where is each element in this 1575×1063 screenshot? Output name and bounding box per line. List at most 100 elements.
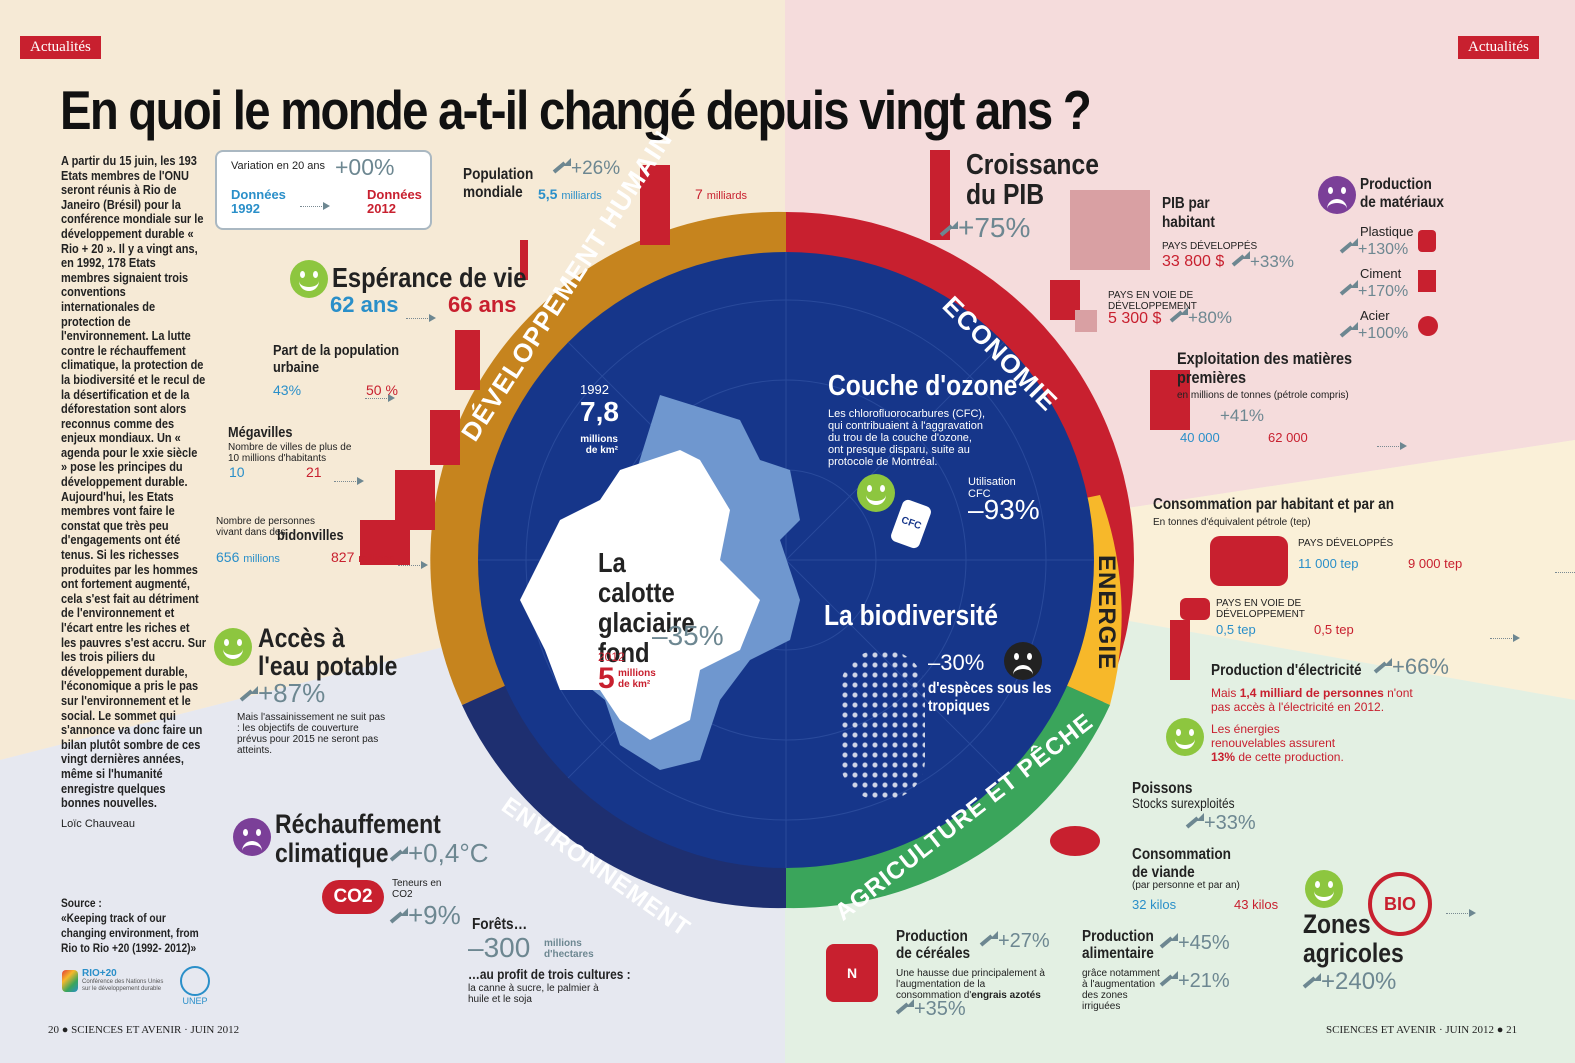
ozone-use: Utilisation CFC: [968, 476, 1016, 500]
forests-sub: …au profit de trois cultures :: [468, 966, 631, 982]
up-arrow-icon: [1374, 658, 1392, 676]
gdppc-dev-value: 33 800 $: [1162, 253, 1225, 270]
forests-sub2: la canne à sucre, le palmier à huile et …: [468, 983, 599, 1005]
energy-devg: PAYS EN VOIE DE DÉVELOPPEMENT: [1216, 598, 1305, 620]
food-change2: +21%: [1160, 970, 1230, 993]
population-change: +26%: [553, 158, 620, 180]
gdp-change: +75%: [940, 212, 1030, 244]
population-1992: 5,5 milliards: [538, 186, 602, 202]
ice-2012-year: 2012: [598, 650, 625, 664]
rio-logo-icon: [62, 969, 78, 992]
up-arrow-icon: [1186, 813, 1204, 831]
fish-sub: Stocks surexploités: [1132, 795, 1235, 811]
legend-arrow: [300, 202, 330, 211]
water-note: Mais l'assainissement ne suit pas : les …: [237, 712, 386, 756]
cereal-note: Une hausse due principalement à l'augmen…: [896, 968, 1045, 1001]
meat-2012: 43 kilos: [1234, 897, 1279, 912]
up-arrow-icon: [1170, 307, 1188, 325]
legend-2012: Données 2012: [367, 187, 422, 216]
gdppc-label: PIB par habitant: [1162, 195, 1215, 231]
energy-devg-2012: 0,5 tep: [1314, 622, 1354, 637]
urban-arrow: [365, 394, 396, 403]
warming-label: Réchauffement climatique: [275, 809, 441, 868]
slums-2012: 827 millions: [331, 549, 395, 565]
smile-icon: [1166, 718, 1204, 756]
cereal-label: Production de céréales: [896, 928, 971, 962]
up-arrow-icon: [1340, 280, 1358, 298]
cement-label: Ciment: [1360, 266, 1402, 281]
energy-sub: En tonnes d'équivalent pétrole (tep): [1153, 517, 1311, 528]
smile-icon: [1305, 870, 1343, 908]
up-arrow-icon: [896, 999, 914, 1017]
sad-face-icon: [1318, 176, 1356, 214]
water-change: +87%: [240, 678, 325, 709]
elec-note: Mais 1,4 milliard de personnes n'ont pas…: [1211, 686, 1413, 714]
gdppc-devg: PAYS EN VOIE DE DÉVELOPPEMENT: [1108, 290, 1197, 312]
population-label: Population mondiale: [463, 166, 534, 201]
legend-value: +00%: [335, 154, 395, 180]
sad-face-icon: [233, 818, 271, 856]
meat-1992: 32 kilos: [1132, 897, 1177, 912]
sector-ene: ENERGIE: [1093, 555, 1120, 671]
gdppc-dev: PAYS DÉVELOPPÉS: [1162, 241, 1258, 252]
co2-cloud-icon: CO2: [322, 880, 384, 914]
smile-icon: [290, 260, 328, 298]
smile-icon: [214, 628, 252, 666]
gdppc-dev-change: +33%: [1232, 251, 1294, 272]
up-arrow-icon: [240, 686, 258, 704]
elec-change: +66%: [1374, 654, 1449, 680]
population-2012: 7 milliards: [695, 186, 748, 202]
cement-change: +170%: [1340, 280, 1408, 301]
up-arrow-icon: [1160, 971, 1178, 989]
energy-devg-1992: 0,5 tep: [1216, 622, 1256, 637]
megacities-arrow: [333, 477, 364, 486]
section-badge-left: Actualités: [20, 36, 101, 59]
footer-left: 20 ● SCIENCES ET AVENIR · JUIN 2012: [48, 1024, 240, 1036]
legend-variation: Variation en 20 ans: [231, 160, 325, 172]
author: Loïc Chauveau: [61, 817, 135, 830]
life-label: Espérance de vie: [332, 262, 527, 293]
energy-devg-arrow: [1489, 634, 1520, 643]
rio-logo-text: RIO+20: [82, 968, 117, 979]
source-block: Source : «Keeping track of our changing …: [61, 896, 199, 956]
legend-1992: Données 1992: [231, 187, 286, 216]
food-note: grâce notamment à l'augmentation des zon…: [1082, 968, 1160, 1012]
raw-sub: en millions de tonnes (pétrole compris): [1177, 390, 1349, 401]
up-arrow-icon: [390, 908, 408, 926]
steel-change: +100%: [1340, 322, 1408, 343]
plug-icon: [1210, 536, 1288, 586]
animals-icon: [840, 650, 925, 800]
plastic-label: Plastique: [1360, 224, 1414, 239]
elec-renewables: Les énergies renouvelables assurent 13% …: [1211, 722, 1344, 764]
materials-label: Production de matériaux: [1360, 176, 1444, 211]
ozone-title: Couche d'ozone: [828, 370, 1018, 402]
unep-logo: UNEP: [180, 966, 210, 1006]
up-arrow-icon: [1303, 973, 1321, 991]
cereal-change: +27%: [980, 930, 1050, 953]
unep-logo-text: UNEP: [182, 996, 208, 1006]
elec-label: Production d'électricité: [1211, 662, 1362, 679]
forests-change: –300: [468, 932, 531, 963]
ice-1992-year: 1992: [580, 382, 609, 397]
energy-dev-2012: 9 000 tep: [1408, 556, 1463, 571]
biodiv-sub: d'espèces sous les tropiques: [928, 680, 1052, 715]
co2-change: +9%: [390, 900, 461, 931]
section-badge-right: Actualités: [1458, 36, 1539, 59]
water-label: Accès à l'eau potable: [258, 623, 398, 681]
meat-steak-icon: [1050, 826, 1100, 856]
up-arrow-icon: [1340, 322, 1358, 340]
gdppc-devg-change: +80%: [1170, 307, 1232, 328]
fish-change: +33%: [1186, 812, 1256, 835]
cement-bag-icon: [1418, 270, 1436, 292]
ice-1992-unit: millions de km²: [580, 434, 618, 456]
steel-coil-icon: [1418, 316, 1438, 336]
ice-change: –35%: [652, 620, 724, 651]
bio-change: +240%: [1303, 968, 1396, 996]
source-label: Source :: [61, 896, 102, 910]
footer-right: SCIENCES ET AVENIR · JUIN 2012 ● 21: [1326, 1024, 1518, 1036]
intro-text: A partir du 15 juin, les 193 Etats membr…: [61, 154, 207, 811]
unep-logo-icon: [180, 966, 210, 996]
up-arrow-icon: [1232, 251, 1250, 269]
cereal-change2: +35%: [896, 998, 966, 1021]
raw-2012: 62 000: [1268, 430, 1308, 445]
